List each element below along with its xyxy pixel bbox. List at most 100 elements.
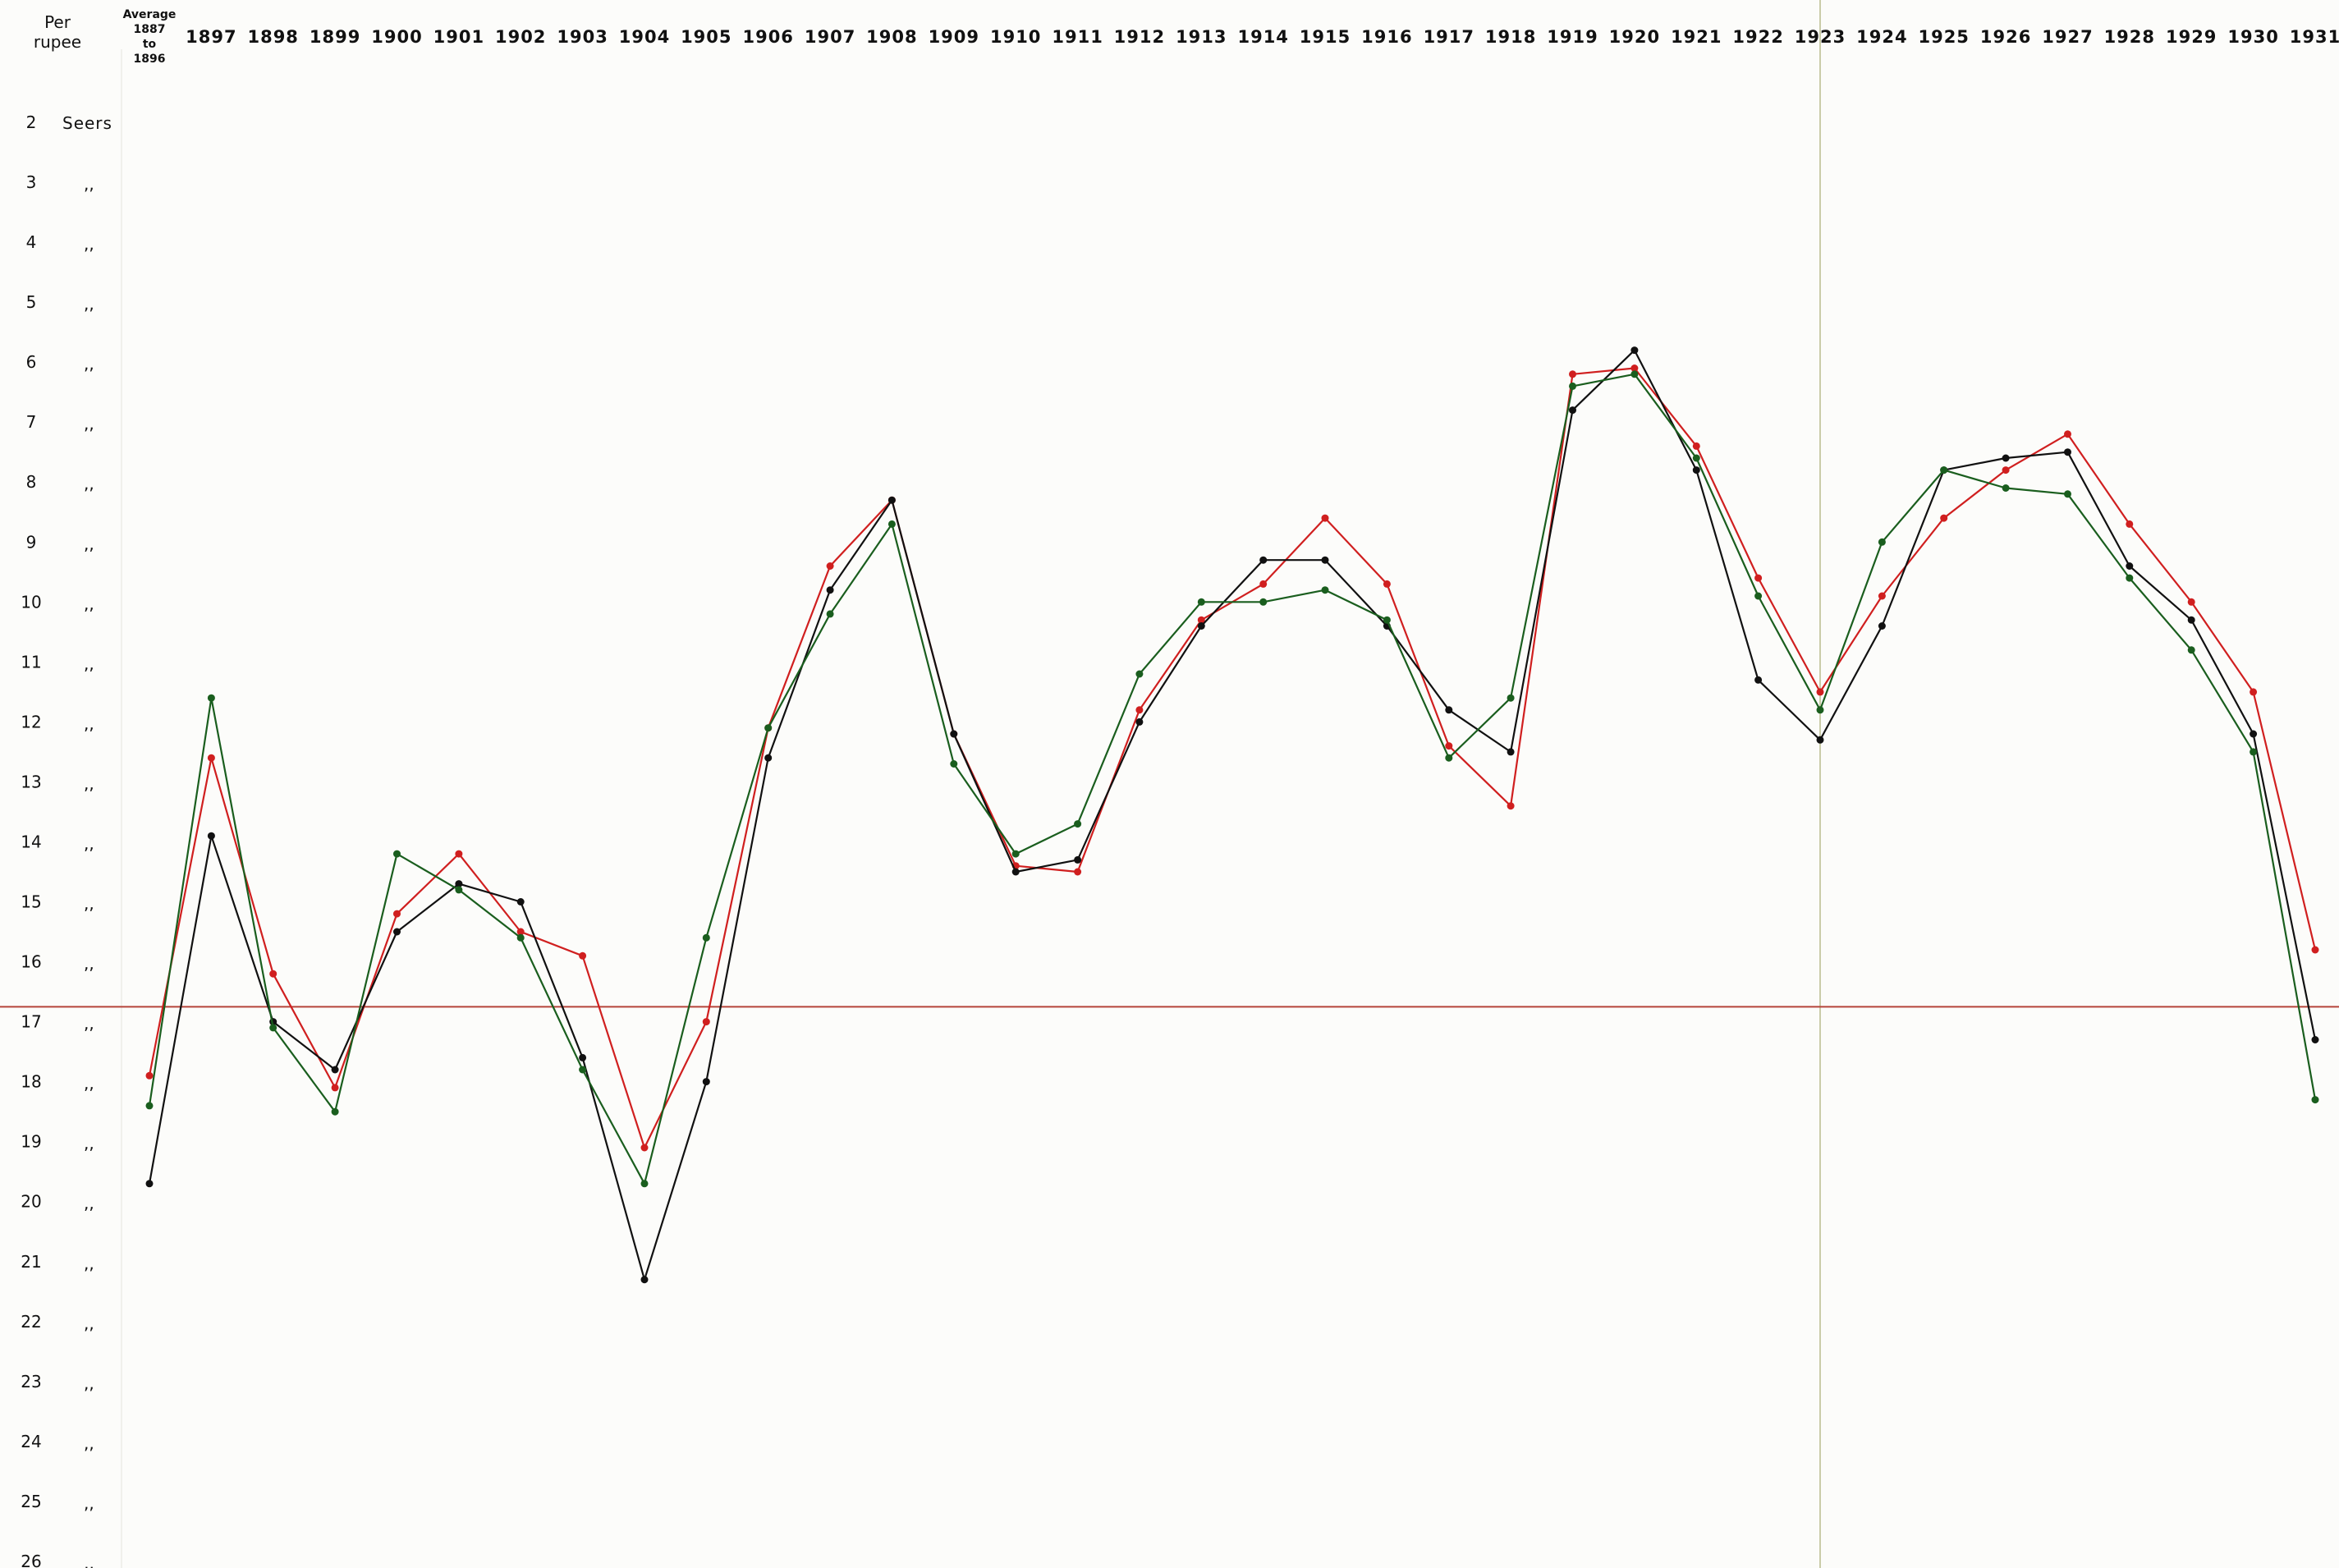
y-tick-label: 18	[21, 1072, 41, 1092]
series-3-point	[331, 1107, 339, 1116]
x-tick-label: 1901	[433, 27, 484, 47]
y-ditto-mark: ,,	[84, 894, 94, 914]
series-2-point	[579, 1053, 587, 1061]
x-tick-labels: 1897 1898 1899 1900 1901 1902 1903 1904 1905 1906…	[186, 27, 2339, 47]
y-ditto-mark: ,,	[84, 474, 94, 493]
series-1-point	[516, 928, 525, 936]
x-tick-label: 1904	[619, 27, 670, 47]
series-1-point	[579, 951, 587, 960]
x-tick-label: 1929	[2166, 27, 2217, 47]
series-1-point	[2126, 520, 2134, 528]
y-tick-label: 6	[26, 352, 37, 372]
first-column-label-line-3: to	[143, 38, 157, 51]
x-tick-label: 1898	[247, 27, 298, 47]
y-ditto-mark: ,,	[84, 834, 94, 854]
x-tick-label: 1931	[2290, 27, 2339, 47]
series-3-point	[516, 933, 525, 942]
series-3-point	[1074, 820, 1082, 828]
first-column-label-line-4: 1896	[134, 53, 166, 66]
y-ditto-mark: ,,	[84, 653, 94, 673]
y-ditto-mark: ,,	[84, 1493, 94, 1513]
series-3-point	[887, 520, 896, 528]
series-2-point	[1011, 868, 1020, 876]
series-3-point	[1816, 706, 1824, 714]
x-tick-label: 1924	[1856, 27, 1907, 47]
series-2-point	[1197, 622, 1205, 630]
series-2-point	[764, 754, 773, 762]
y-tick-label: 2	[26, 112, 37, 132]
series-3-point	[1383, 616, 1391, 624]
series-1-point	[1692, 442, 1700, 450]
y-tick-label: 13	[21, 772, 41, 791]
y-ditto-mark: ,,	[84, 294, 94, 314]
series-2-point	[516, 898, 525, 905]
series-2-point	[640, 1276, 649, 1284]
series-1-point	[2002, 466, 2010, 475]
x-tick-label: 1900	[371, 27, 422, 47]
series-1-point	[1878, 592, 1886, 600]
y-tick-label: 25	[21, 1492, 41, 1511]
series-2-point	[207, 832, 215, 840]
series-2-point	[1569, 406, 1576, 415]
series-3-point	[826, 610, 834, 618]
x-tick-label: 1899	[310, 27, 360, 47]
series-3-point	[1754, 592, 1763, 600]
y-tick-label: 5	[26, 292, 37, 312]
series-1-point	[331, 1084, 339, 1092]
x-tick-label: 1908	[866, 27, 917, 47]
corner-label-line-2: rupee	[34, 32, 81, 52]
series-1-point	[2250, 688, 2258, 696]
y-ditto-mark: ,,	[84, 954, 94, 974]
x-tick-label: 1897	[186, 27, 236, 47]
first-column-label-line-1: Average	[123, 8, 177, 21]
series-3-point	[1321, 586, 1329, 594]
series-3-point	[1135, 670, 1144, 678]
series-2-point	[2250, 730, 2258, 738]
series-3-point	[950, 760, 958, 768]
y-tick-label: 3	[26, 172, 37, 192]
series-2-point	[1754, 676, 1763, 684]
x-tick-label: 1923	[1795, 27, 1846, 47]
series-2-point	[1259, 556, 1268, 564]
series-1-point	[145, 1071, 154, 1080]
series-2-point	[1074, 855, 1082, 864]
y-ditto-mark: ,,	[84, 534, 94, 553]
y-tick-labels: 23 ,,4 ,,5 ,,6 ,,7 ,,8 ,,9 ,,10 ,,11 ,,12 ,,13 ,,14…	[21, 112, 94, 1568]
series-2-point	[1507, 748, 1515, 756]
y-tick-label: 10	[21, 592, 41, 612]
series-3-point	[1011, 850, 1020, 858]
series-2-point	[1321, 556, 1329, 564]
y-tick-label: 22	[21, 1312, 41, 1332]
x-tick-label: 1921	[1671, 27, 1722, 47]
y-ditto-mark: ,,	[84, 1254, 94, 1273]
series-2-point	[1816, 736, 1824, 744]
y-tick-label: 7	[26, 412, 37, 432]
x-tick-label: 1913	[1176, 27, 1227, 47]
series-3-point	[207, 694, 215, 702]
x-tick-label: 1911	[1052, 27, 1103, 47]
y-tick-label: 21	[21, 1252, 41, 1272]
x-tick-label: 1907	[805, 27, 855, 47]
series-1-point	[1940, 514, 1948, 522]
series-3-point	[455, 886, 463, 894]
y-tick-label: 12	[21, 712, 41, 731]
series-1-point	[640, 1144, 649, 1152]
y-ditto-mark: ,,	[84, 1074, 94, 1093]
series-1-point	[207, 754, 215, 762]
series-3-point	[640, 1180, 649, 1188]
series-2-point	[2187, 616, 2195, 624]
x-tick-label: 1927	[2042, 27, 2093, 47]
y-tick-label: 23	[21, 1372, 41, 1391]
series-3-point	[1569, 382, 1576, 390]
series-2-point	[1445, 706, 1453, 714]
y-tick-label: 17	[21, 1012, 41, 1032]
series-3-point	[1940, 466, 1948, 475]
series-1-point	[1630, 364, 1639, 372]
series-3-point	[2126, 574, 2134, 582]
y-tick-label: 16	[21, 952, 41, 972]
series-3-point	[1445, 754, 1453, 762]
y-tick-label: 14	[21, 832, 41, 852]
y-tick-label: 26	[21, 1552, 41, 1568]
series-2-point	[145, 1180, 154, 1188]
series-3-point	[1259, 598, 1268, 606]
